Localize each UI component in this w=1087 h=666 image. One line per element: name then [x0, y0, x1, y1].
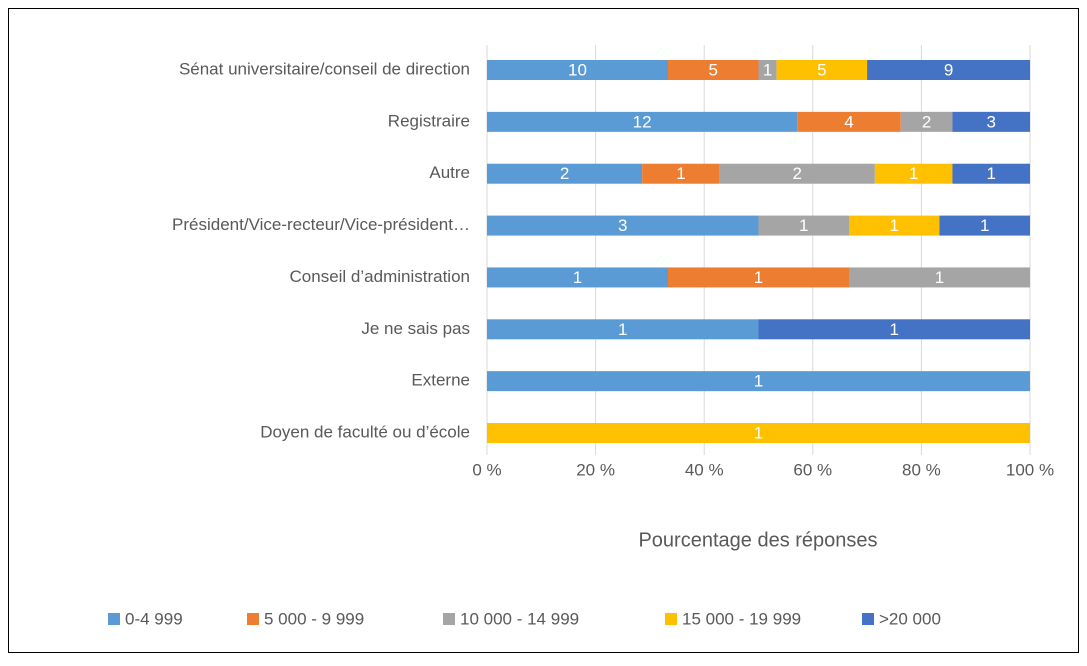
bar-segment	[874, 163, 953, 184]
x-tick-label: 80 %	[902, 460, 941, 479]
legend-label: 15 000 - 19 999	[682, 609, 801, 628]
bar-segment	[642, 163, 720, 184]
x-tick-label: 60 %	[793, 460, 832, 479]
bar-segment	[719, 163, 875, 184]
x-tick-label: 40 %	[685, 460, 724, 479]
data-label: 1	[754, 268, 763, 287]
legend-swatch	[247, 613, 259, 625]
data-label: 5	[817, 60, 826, 79]
bar-segment	[487, 163, 643, 184]
legend-label: 0-4 999	[125, 609, 183, 628]
y-tick-label: Autre	[429, 163, 470, 182]
bar-segment	[939, 215, 1030, 236]
legend-swatch	[443, 613, 455, 625]
data-label: 1	[754, 372, 763, 391]
y-tick-label: Sénat universitaire/conseil de direction	[179, 59, 470, 78]
x-axis-title: Pourcentage des réponses	[638, 529, 877, 551]
data-label: 12	[633, 112, 652, 131]
bar-segment	[668, 60, 759, 80]
data-label: 5	[709, 60, 718, 79]
data-label: 9	[944, 60, 953, 79]
data-label: 1	[890, 216, 899, 235]
bar-segment	[900, 111, 953, 132]
bar-segment	[487, 371, 1030, 392]
data-label: 1	[890, 320, 899, 339]
bar-segment	[758, 215, 849, 236]
legend-label: 10 000 - 14 999	[460, 609, 579, 628]
data-label: 1	[799, 216, 808, 235]
bar-segment	[952, 111, 1030, 132]
bar-segment	[758, 319, 1030, 340]
y-tick-label: Conseil d’administration	[290, 267, 470, 286]
y-tick-label: Doyen de faculté ou d’école	[260, 423, 470, 442]
y-tick-label: Externe	[411, 371, 470, 390]
bar-segment	[849, 215, 940, 236]
data-label: 1	[980, 216, 989, 235]
data-label: 1	[763, 60, 772, 79]
data-label: 1	[909, 164, 918, 183]
bar-segment	[487, 319, 759, 340]
legend-swatch	[108, 613, 120, 625]
bar-segment	[487, 423, 1030, 444]
bar-segment	[758, 60, 777, 80]
bar-segment	[849, 267, 1030, 288]
data-label: 4	[844, 112, 853, 131]
bar-segment	[776, 60, 868, 80]
bar-segment	[487, 267, 668, 288]
y-tick-label: Président/Vice-recteur/Vice-président…	[172, 215, 470, 234]
y-tick-label: Registraire	[388, 111, 470, 130]
data-label: 1	[754, 424, 763, 443]
data-label: 2	[560, 164, 569, 183]
bar-segment	[668, 267, 849, 288]
x-tick-label: 100 %	[1006, 460, 1054, 479]
x-tick-label: 0 %	[472, 460, 501, 479]
data-label: 1	[573, 268, 582, 287]
data-label: 1	[986, 164, 995, 183]
data-label: 1	[935, 268, 944, 287]
data-label: 3	[618, 216, 627, 235]
bar-segment	[487, 215, 759, 236]
bar-segment	[952, 163, 1030, 184]
data-label: 2	[793, 164, 802, 183]
bar-segment	[487, 60, 668, 80]
bar-segment	[867, 60, 1030, 80]
data-label: 1	[618, 320, 627, 339]
bar-segment	[487, 111, 798, 132]
data-label: 2	[922, 112, 931, 131]
legend-label: 5 000 - 9 999	[264, 609, 364, 628]
data-label: 10	[568, 60, 587, 79]
legend-label: >20 000	[879, 609, 941, 628]
x-tick-label: 20 %	[576, 460, 615, 479]
legend-swatch	[665, 613, 677, 625]
data-label: 3	[986, 112, 995, 131]
legend-swatch	[862, 613, 874, 625]
data-label: 1	[676, 164, 685, 183]
y-tick-label: Je ne sais pas	[361, 319, 470, 338]
bar-segment	[797, 111, 901, 132]
